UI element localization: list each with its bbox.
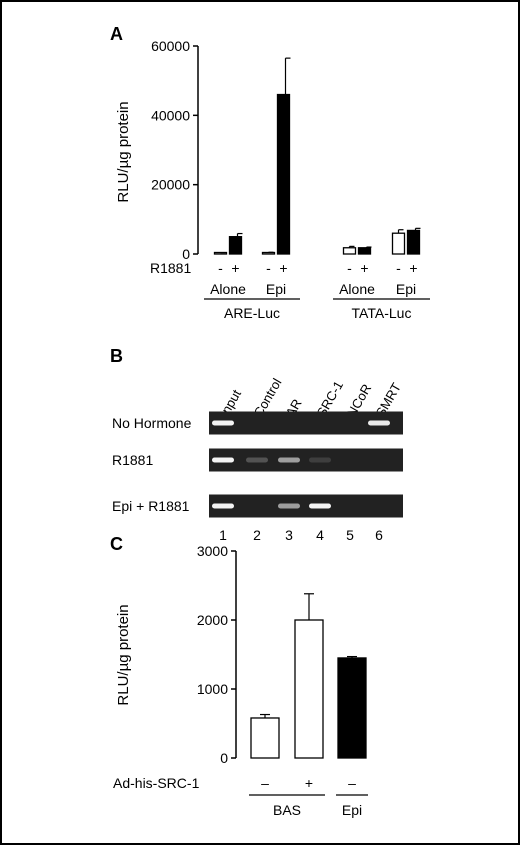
panel-c-group-label: BAS [273, 802, 301, 818]
panel-a-bar [276, 93, 291, 255]
panel-a-y-tick-label: 40000 [151, 107, 190, 123]
panel-a-sign-label: - [218, 260, 223, 276]
panel-c-y-axis-label: RLU/µg protein [115, 604, 132, 705]
panel-a-group-label: Alone [210, 281, 246, 297]
gel-row-label: Epi + R1881 [112, 498, 190, 514]
panel-a-bar [342, 247, 357, 255]
panel-c-bar [337, 657, 367, 759]
panel-c-y-tick-label: 2000 [197, 612, 228, 628]
panel-a-sign-label: - [347, 260, 352, 276]
gel-band [309, 503, 331, 509]
panel-a-bar [228, 236, 243, 255]
gel-band [212, 457, 234, 463]
lane-number: 1 [219, 527, 227, 543]
panel-c-y-tick-label: 1000 [197, 681, 228, 697]
panel-a-group-label: Alone [339, 281, 375, 297]
panel-c-labels: Ad-his-SRC-1– + –BAS Epi [113, 775, 368, 818]
panel-c-sign-label: – [348, 775, 356, 791]
panel-a-sign-label: + [409, 260, 417, 276]
panel-a-axes: 0 20000 40000 60000 [151, 38, 199, 262]
panel-c-sign-label: – [261, 775, 269, 791]
gel-band [212, 420, 234, 426]
lane-number: 6 [375, 527, 383, 543]
gel-strip [209, 411, 403, 435]
panel-a-bar [406, 229, 421, 255]
panel-a-group-label: Epi [266, 281, 286, 297]
gel-band [278, 503, 300, 509]
gel-strip [209, 448, 403, 472]
panel-a-y-tick-label: 0 [182, 246, 190, 262]
panel-c-bars [250, 593, 367, 759]
panel-a-construct-label: TATA-Luc [352, 305, 412, 321]
panel-c: C RLU/µg protein 0 1000 2000 3000 Ad-his-SR… [110, 534, 368, 818]
lane-number: 5 [346, 527, 354, 543]
panel-a-construct-label: ARE-Luc [224, 305, 280, 321]
lane-number: 4 [316, 527, 324, 543]
panel-a-sign-label: - [396, 260, 401, 276]
panel-a-group-label: Epi [396, 281, 416, 297]
panel-c-letter: C [110, 534, 123, 554]
gel-row-label: R1881 [112, 452, 153, 468]
panel-a-bar [357, 247, 372, 255]
panel-a-bar [391, 232, 406, 255]
panel-a-sign-label: + [360, 260, 368, 276]
gel-strip [209, 494, 403, 518]
gel-band [212, 503, 234, 509]
gel-band [368, 420, 390, 426]
panel-c-sign-label: + [305, 775, 313, 791]
panel-a-sign-label: + [231, 260, 239, 276]
panel-c-y-tick-label: 0 [220, 750, 228, 766]
panel-a-sign-label: - [266, 260, 271, 276]
lane-number: 2 [253, 527, 261, 543]
panel-c-row-label: Ad-his-SRC-1 [113, 775, 200, 791]
panel-c-group-label: Epi [342, 802, 362, 818]
gel-row-label: No Hormone [112, 415, 192, 431]
panel-a: A RLU/µg protein 0 20000 40000 60000 R1881 -… [110, 24, 430, 321]
panel-c-bar [294, 619, 324, 759]
panel-a-row-label: R1881 [150, 260, 191, 276]
gel-band [309, 457, 331, 463]
panel-a-y-axis-label: RLU/µg protein [115, 101, 132, 202]
panel-a-y-tick-label: 20000 [151, 177, 190, 193]
panel-a-letter: A [110, 24, 123, 44]
lane-number: 3 [285, 527, 293, 543]
gel-band [278, 457, 300, 463]
panel-a-bars [213, 57, 421, 255]
panel-a-y-tick-label: 60000 [151, 38, 190, 54]
panel-c-bar [250, 717, 280, 759]
panel-b-letter: B [110, 346, 123, 366]
panel-c-y-tick-label: 3000 [197, 543, 228, 559]
gel-band [246, 457, 268, 463]
panel-a-sign-label: + [279, 260, 287, 276]
panel-c-axes: 0 1000 2000 3000 [197, 543, 237, 766]
